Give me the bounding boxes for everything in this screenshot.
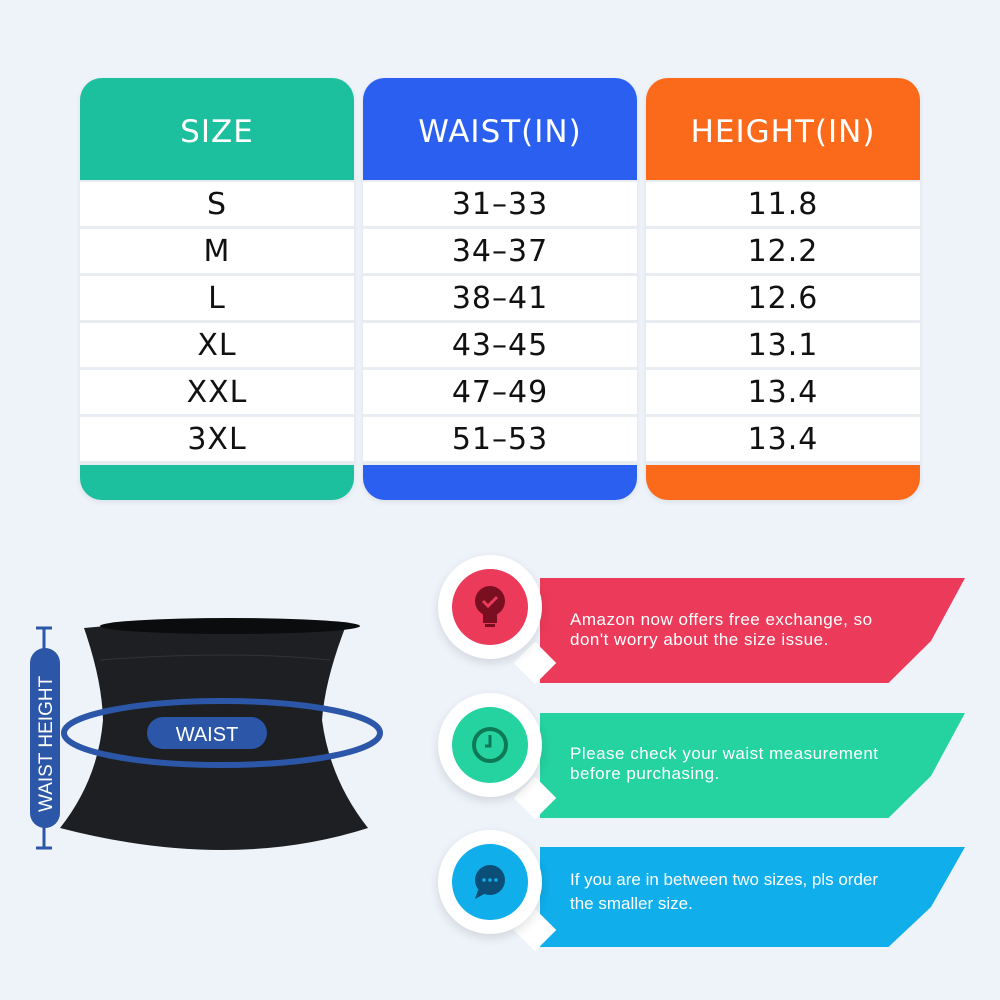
tip-text-line: don't worry about the size issue. xyxy=(570,630,829,649)
chat-bubble-icon xyxy=(475,865,505,899)
column-header: SIZE xyxy=(180,114,254,150)
table-cell: 3XL xyxy=(80,417,354,461)
waist-trainer-diagram: WAIST HEIGHT WAIST xyxy=(30,618,383,850)
table-cell: 43–45 xyxy=(363,323,637,367)
table-cell: M xyxy=(80,229,354,273)
table-cell: 13.1 xyxy=(646,323,920,367)
table-cell: 12.2 xyxy=(646,229,920,273)
table-cell: 51–53 xyxy=(363,417,637,461)
table-cell: 13.4 xyxy=(646,370,920,414)
table-cell: 31–33 xyxy=(363,182,637,226)
column-header: HEIGHT(IN) xyxy=(690,114,876,150)
waist-height-label: WAIST HEIGHT xyxy=(36,675,57,812)
waist-column: WAIST(IN) 31–33 34–37 38–41 43–45 47–49 … xyxy=(363,78,637,500)
table-cell: 47–49 xyxy=(363,370,637,414)
table-cell: XXL xyxy=(80,370,354,414)
waist-ring xyxy=(61,698,383,768)
table-cell: 12.6 xyxy=(646,276,920,320)
table-cell: 13.4 xyxy=(646,417,920,461)
table-cell: S xyxy=(80,182,354,226)
height-column: HEIGHT(IN) 11.8 12.2 12.6 13.1 13.4 13.4 xyxy=(646,78,920,500)
size-column: SIZE S M L XL XXL 3XL xyxy=(80,78,354,500)
table-cell: L xyxy=(80,276,354,320)
table-cell: 38–41 xyxy=(363,276,637,320)
tip-text-line: the smaller size. xyxy=(570,894,693,913)
column-header: WAIST(IN) xyxy=(418,114,582,150)
table-cell: 11.8 xyxy=(646,182,920,226)
clock-icon xyxy=(472,727,508,763)
tip-text-line: If you are in between two sizes, pls ord… xyxy=(570,870,879,889)
tip-text-line: before purchasing. xyxy=(570,764,720,783)
lightbulb-check-icon xyxy=(475,586,505,627)
tip-text-line: Please check your waist measurement xyxy=(570,744,879,763)
waist-label: WAIST xyxy=(176,724,239,746)
table-cell: 34–37 xyxy=(363,229,637,273)
table-cell: XL xyxy=(80,323,354,367)
tip-text-line: Amazon now offers free exchange, so xyxy=(570,610,873,629)
